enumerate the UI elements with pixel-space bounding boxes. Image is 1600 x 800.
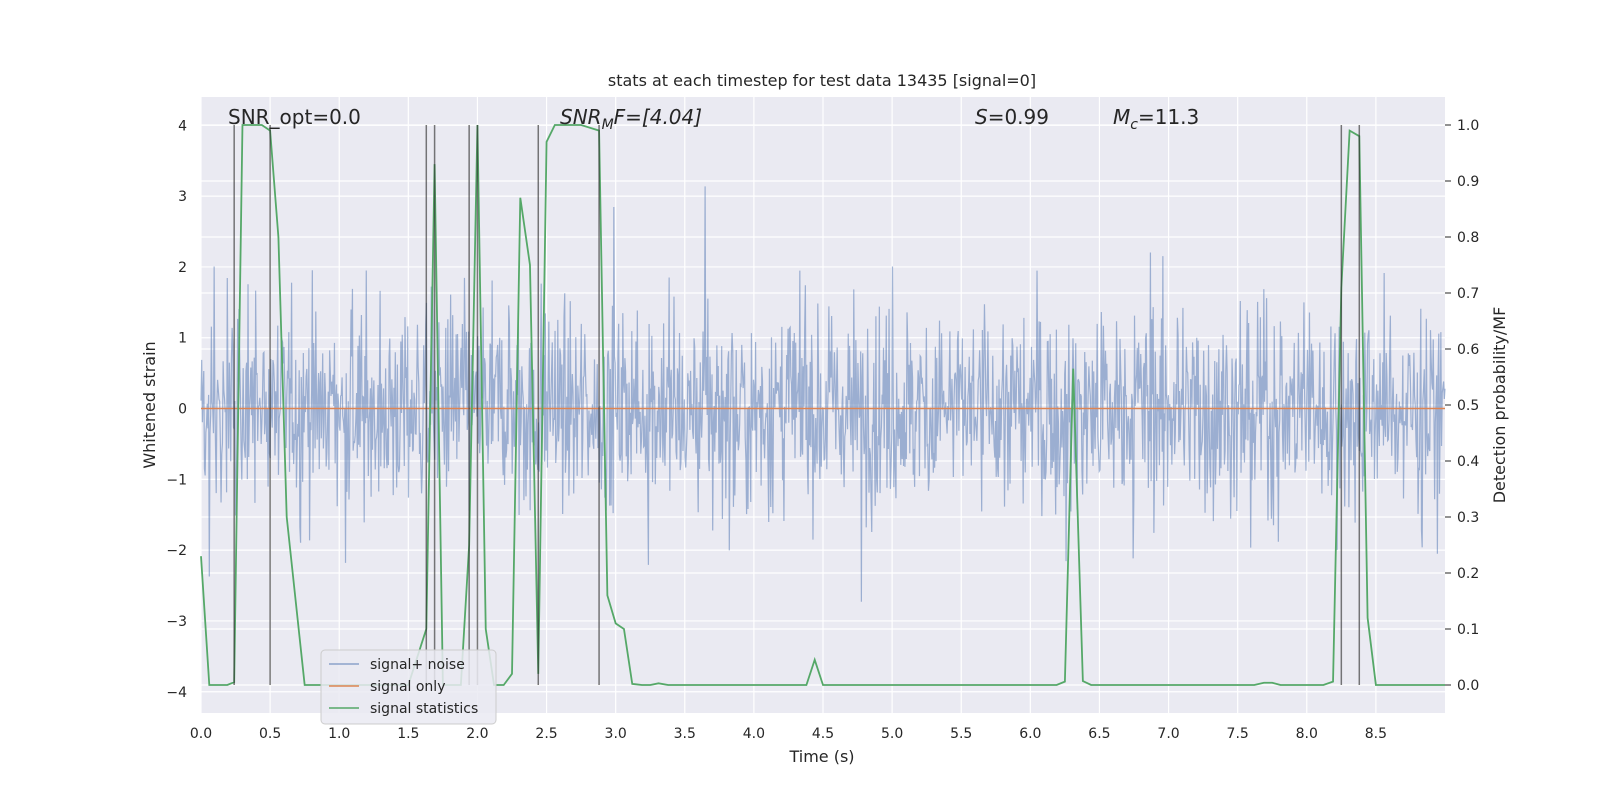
legend-label-signal-only: signal only [370,679,445,695]
x-tick-label: 1.5 [397,726,419,742]
y-tick-label: −3 [166,614,187,630]
y-tick-label: −1 [166,472,187,488]
x-tick-label: 0.5 [259,726,281,742]
annotation-snr-mf-label: SNR [560,105,602,129]
y2-tick-label: 0.3 [1457,510,1479,526]
annotation-mc-label: M [1113,105,1130,129]
annotation-s-label: S [975,105,988,129]
legend: signal+ noise signal only signal statist… [320,649,497,725]
x-tick-label: 7.5 [1227,726,1249,742]
y2-tick-label: 0.4 [1457,454,1479,470]
x-tick-label: 7.0 [1157,726,1179,742]
legend-label-signal-noise: signal+ noise [370,657,465,673]
y2-tick-label: 0.1 [1457,622,1479,638]
x-tick-label: 3.5 [674,726,696,742]
x-tick-label: 2.5 [535,726,557,742]
x-tick-label: 4.5 [812,726,834,742]
y-tick-label: 0 [178,402,187,418]
y2-tick-label: 1.0 [1457,118,1479,134]
x-tick-label: 2.0 [466,726,488,742]
y-tick-label: −4 [166,685,187,701]
grid-lines [200,97,1445,713]
annotation-s: S=0.99 [975,105,1049,129]
y2-tick-label: 0.9 [1457,174,1479,190]
y-tick-label: −2 [166,543,187,559]
x-tick-label: 4.0 [743,726,765,742]
x-tick-label: 0.0 [190,726,212,742]
y2-tick-label: 0.5 [1457,398,1479,414]
annotation-s-rest: =0.99 [988,105,1049,129]
x-tick-label: 8.0 [1296,726,1318,742]
annotation-mc-sub: c [1130,117,1138,133]
annotation-snr-mf: SNRMF=[4.04] [560,105,702,133]
y2-axis-label: Detection probability/MF [1490,307,1509,504]
x-tick-label: 6.5 [1088,726,1110,742]
y-tick-label: 1 [178,331,187,347]
x-tick-label: 5.5 [950,726,972,742]
x-tick-label: 8.5 [1365,726,1387,742]
y2-tick-label: 0.8 [1457,230,1479,246]
x-axis-label: Time (s) [788,747,854,766]
annotation-mc-rest: =11.3 [1138,105,1199,129]
y-axis-ticks: −4 −3 −2 −1 0 1 2 3 4 [166,118,187,700]
y-tick-label: 4 [178,118,187,134]
annotation-snr-mf-sub: M [602,117,614,133]
legend-box [320,649,497,725]
annotation-snr-mf-rest: F=[4.04] [614,105,702,129]
y2-tick-label: 0.2 [1457,566,1479,582]
annotation-mc: Mc=11.3 [1113,105,1199,133]
annotation-snr-opt: SNR_opt=0.0 [228,105,361,129]
y-axis-label: Whitened strain [140,341,159,468]
x-tick-label: 3.0 [605,726,627,742]
x-tick-label: 6.0 [1019,726,1041,742]
x-axis-ticks: 0.0 0.5 1.0 1.5 2.0 2.5 3.0 3.5 4.0 4.5 5.0 5.5 6.0 6… [190,726,1387,742]
x-tick-label: 5.0 [881,726,903,742]
y-tick-label: 2 [178,260,187,276]
legend-label-signal-statistics: signal statistics [370,701,478,717]
vertical-markers [233,125,1361,685]
y2-axis-ticks: 0.0 0.1 0.2 0.3 0.4 0.5 0.6 0.7 0.8 0.9 1.0 [1445,118,1479,694]
x-tick-label: 1.0 [328,726,350,742]
chart-title: stats at each timestep for test data 134… [608,71,1036,90]
y2-tick-label: 0.6 [1457,342,1479,358]
y2-tick-label: 0.0 [1457,678,1479,694]
y-tick-label: 3 [178,189,187,205]
y2-tick-label: 0.7 [1457,286,1479,302]
